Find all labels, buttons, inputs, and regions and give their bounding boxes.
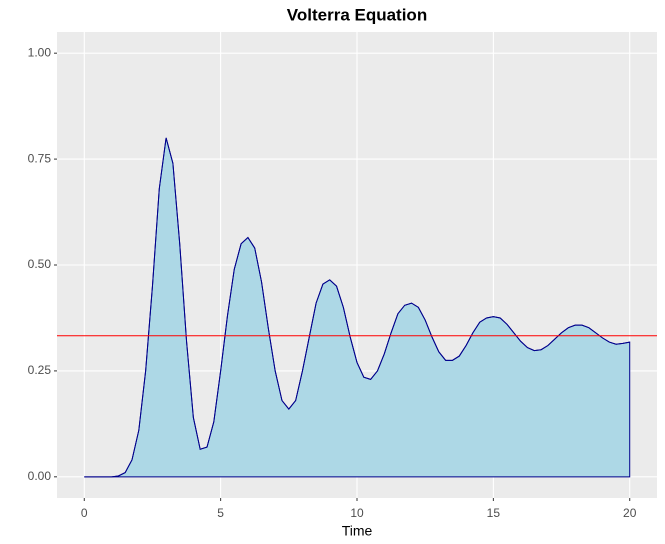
x-tick-label: 20	[623, 506, 637, 520]
y-tick-label: 0.50	[28, 257, 52, 271]
x-axis-label: Time	[342, 523, 373, 539]
area-line	[84, 137, 630, 478]
x-tick-label: 0	[81, 506, 88, 520]
y-tick-label: 1.00	[28, 45, 52, 59]
x-tick-label: 5	[217, 506, 224, 520]
x-tick-label: 15	[487, 506, 501, 520]
y-tick-label: 0.25	[28, 363, 52, 377]
y-tick-label: 0.75	[28, 151, 52, 165]
x-tick-label: 10	[350, 506, 364, 520]
y-tick-label: 0.00	[28, 469, 52, 483]
chart-title: Volterra Equation	[287, 5, 427, 24]
